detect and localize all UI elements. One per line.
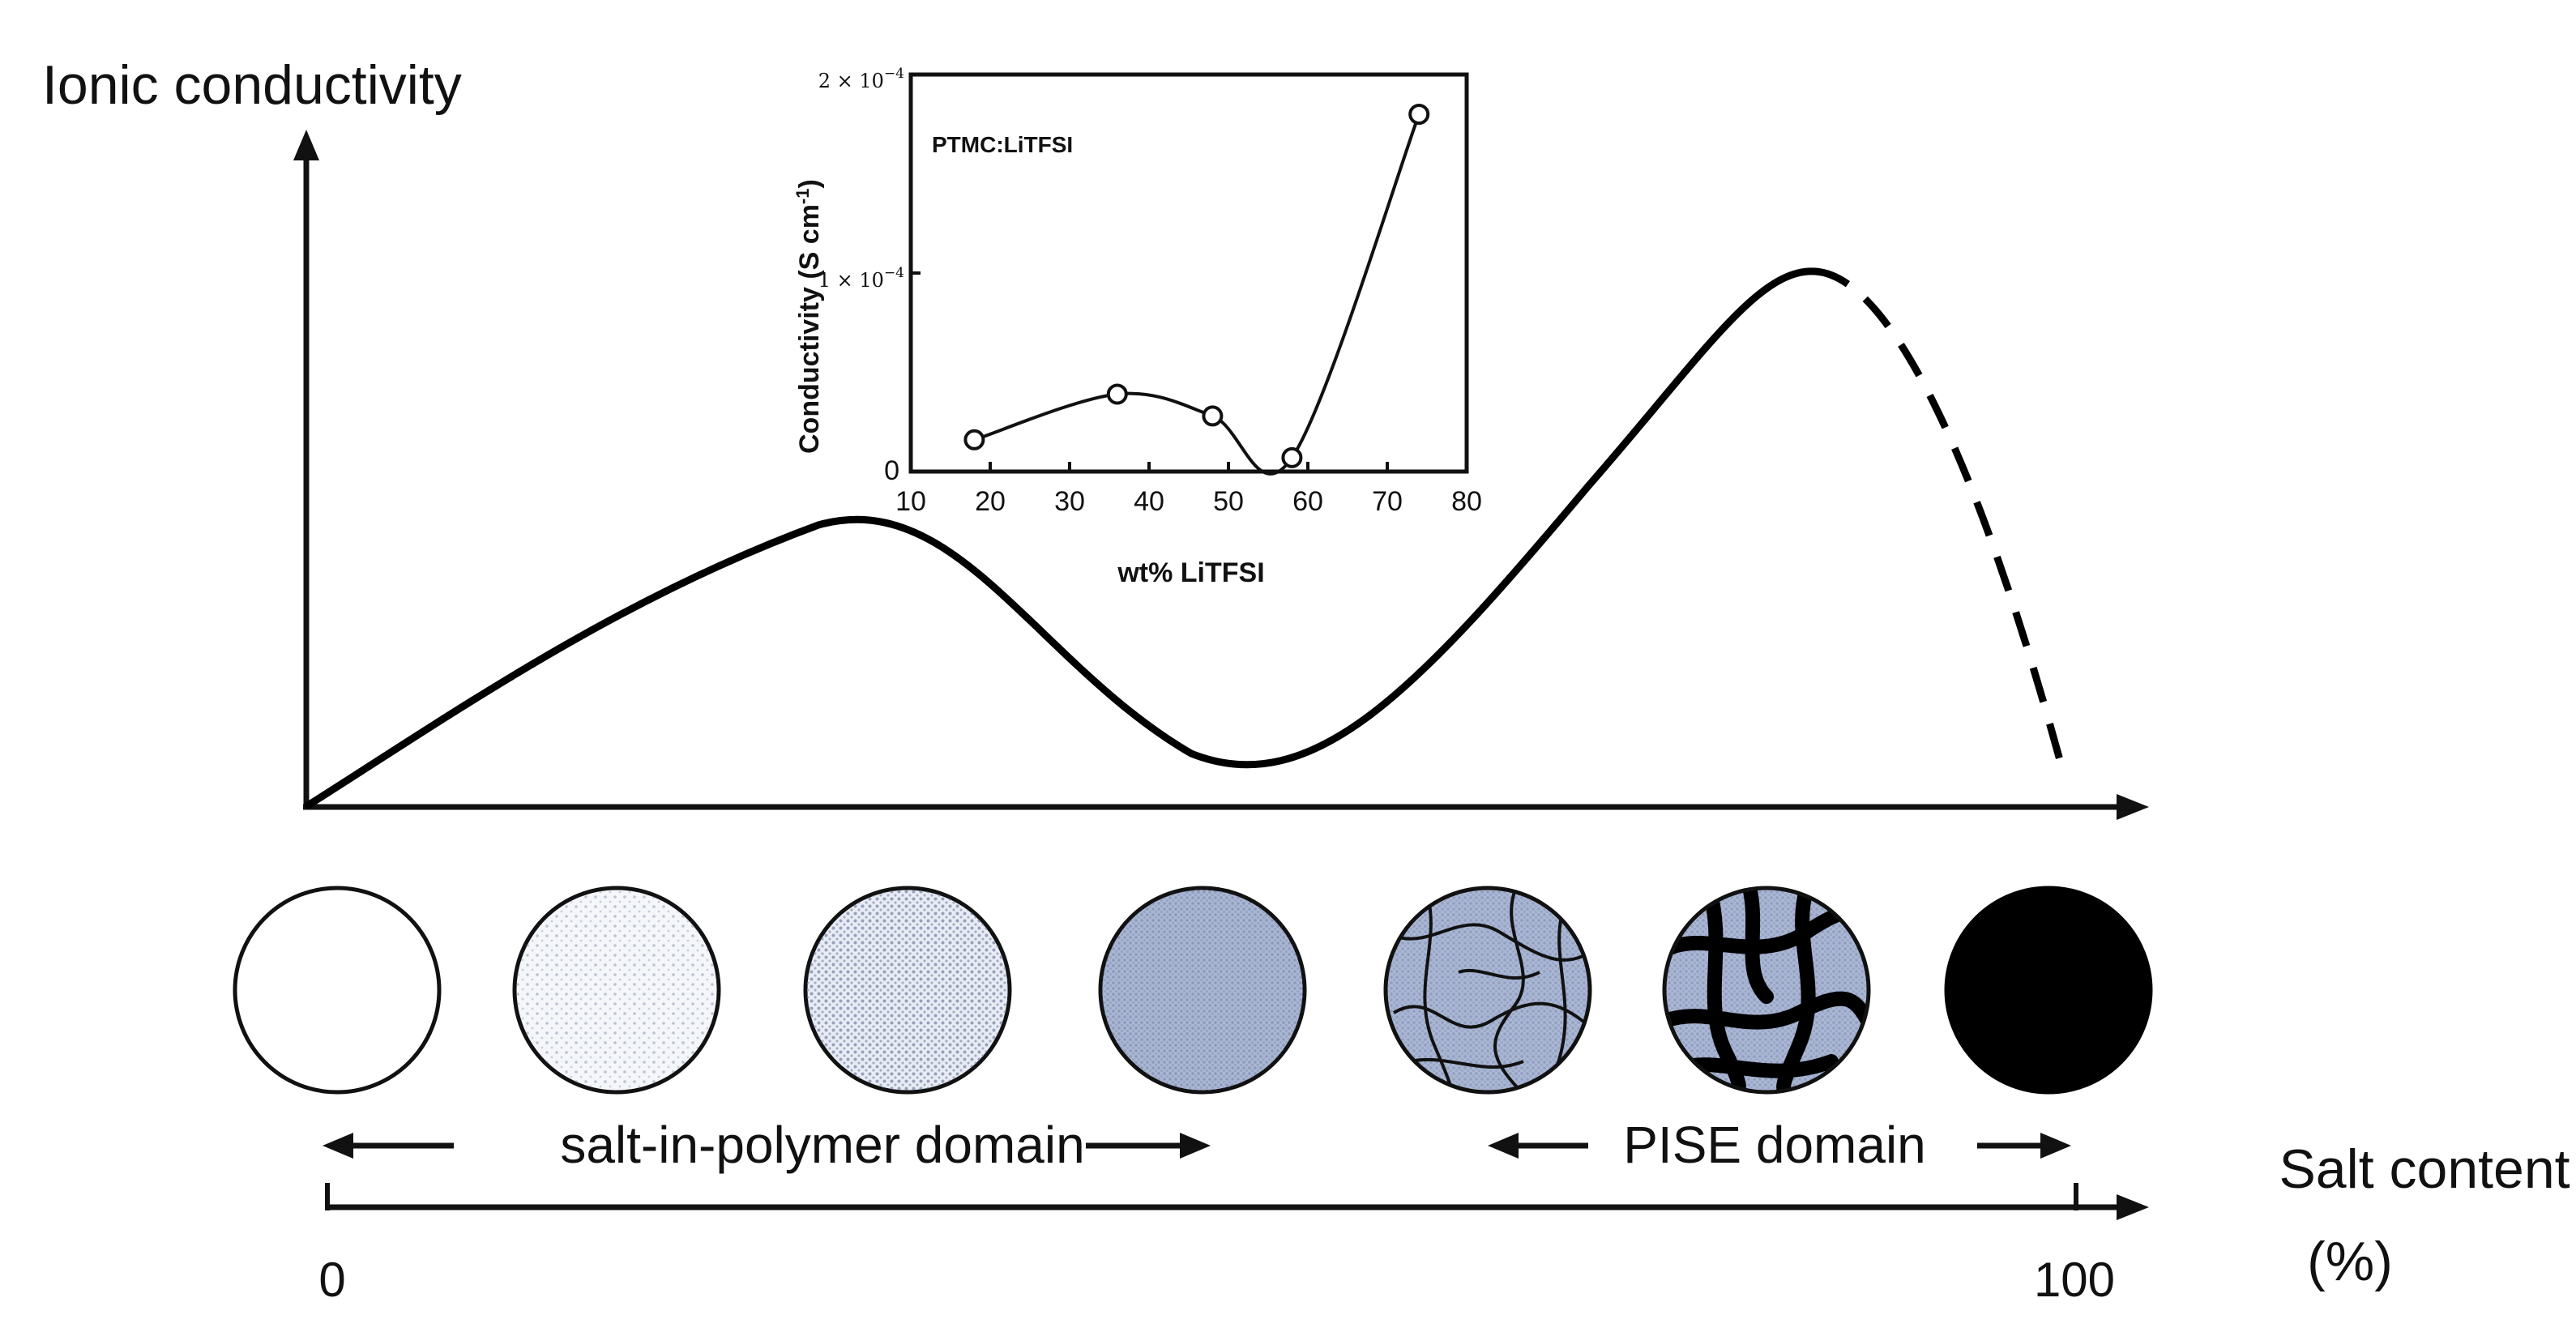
circle-pure-salt <box>1944 886 2153 1095</box>
right-arrowhead-icon <box>1180 1133 1211 1159</box>
inset-x-tick-label: 30 <box>1054 486 1085 517</box>
inset-x-tick-label: 20 <box>975 486 1006 517</box>
pise-domain-indicator: PISE domain <box>1488 1116 2071 1174</box>
main-x-axis-arrowhead <box>2117 794 2149 820</box>
inset-x-tick-label: 10 <box>895 486 926 517</box>
circle-pure-polymer <box>233 886 442 1095</box>
salt-axis-tick-label-0: 0 <box>318 1253 345 1307</box>
inset-x-tick-label: 60 <box>1292 486 1323 517</box>
salt-content-unit-label: (%) <box>2307 1231 2393 1292</box>
left-arrowhead-icon <box>1488 1133 1519 1159</box>
circle-percolating-thin-outline <box>1383 886 1592 1095</box>
salt-content-axis-arrowhead <box>2117 1194 2149 1220</box>
salt-axis-tick-label-100: 100 <box>2034 1253 2115 1307</box>
inset-marker-group <box>963 104 1430 468</box>
inset-y-tick-2: 2 × 10−4 <box>818 66 904 92</box>
conductivity-curve <box>304 267 1819 809</box>
left-arrowhead-icon <box>323 1133 353 1159</box>
composition-circles <box>233 886 2153 1095</box>
inset-data-point <box>963 429 985 450</box>
inset-chart: 10 20 30 40 50 60 70 80 0 1 × 10−4 2 × 10−4 PTM… <box>792 66 1482 588</box>
salt-in-polymer-domain-label: salt-in-polymer domain <box>560 1116 1084 1174</box>
circle-high-salt-dots <box>1102 890 1303 1091</box>
inset-x-axis-label: wt% LiTFSI <box>1117 557 1264 588</box>
salt-in-polymer-domain-indicator: salt-in-polymer domain <box>323 1116 1211 1174</box>
inset-x-tick-label: 70 <box>1372 486 1403 517</box>
circle-low-salt-dots <box>516 890 717 1091</box>
main-y-axis-arrowhead <box>293 130 319 160</box>
inset-legend-label: PTMC:LiTFSI <box>932 132 1073 157</box>
inset-y-axis-label: Conductivity (S cm-1) <box>792 179 825 454</box>
inset-data-point <box>1106 383 1128 405</box>
pise-domain-label: PISE domain <box>1623 1116 1926 1174</box>
circle-percolating-thin-dots <box>1387 890 1588 1091</box>
inset-x-tick-label: 80 <box>1451 486 1482 517</box>
inset-data-point <box>1202 405 1224 427</box>
circle-medium-salt-dots <box>807 890 1008 1091</box>
inset-data-point <box>1408 104 1430 125</box>
inset-data-point <box>1281 446 1303 468</box>
y-axis-label: Ionic conductivity <box>42 54 462 116</box>
inset-y-tick-1: 1 × 10−4 <box>818 265 904 292</box>
inset-series-line <box>973 113 1421 476</box>
conductivity-curve-extrapolated <box>1814 267 2069 779</box>
inset-x-tick-label: 40 <box>1134 486 1164 517</box>
circle-percolating-thick-outline <box>1662 886 1871 1095</box>
inset-x-tick-label: 50 <box>1213 486 1244 517</box>
inset-y-tick-0: 0 <box>884 455 899 486</box>
inset-x-tick-label-group: 10 20 30 40 50 60 70 80 <box>895 486 1482 517</box>
right-arrowhead-icon <box>2040 1133 2071 1159</box>
salt-content-label: Salt content <box>2279 1138 2570 1200</box>
inset-tick-group <box>909 73 1468 473</box>
